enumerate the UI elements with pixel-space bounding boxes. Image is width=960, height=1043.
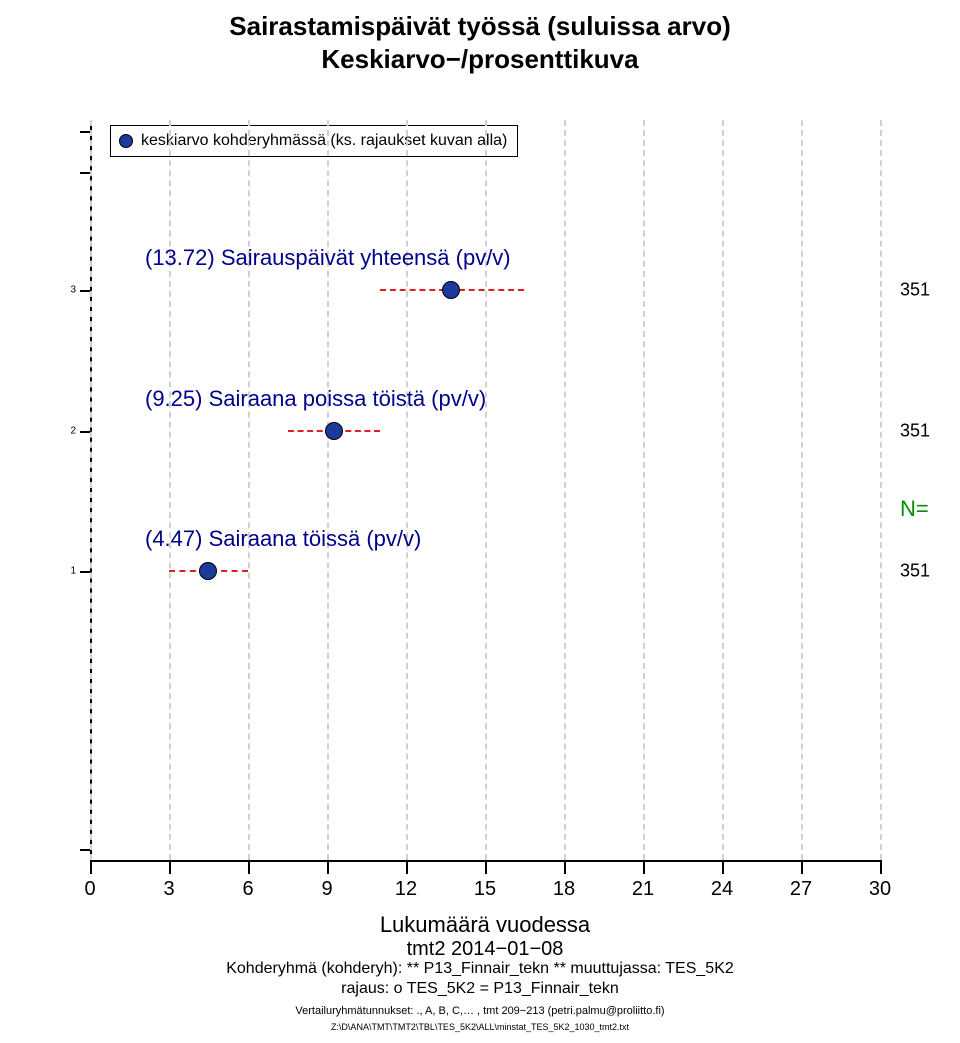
row-n-count: 351 bbox=[900, 280, 930, 301]
x-tick bbox=[801, 860, 803, 874]
x-tick bbox=[643, 860, 645, 874]
gridline bbox=[248, 120, 250, 860]
y-tick bbox=[80, 172, 90, 174]
y-tick bbox=[80, 131, 90, 133]
x-tick-label: 0 bbox=[84, 878, 95, 901]
n-equals-label: N= bbox=[900, 496, 929, 522]
gridline bbox=[880, 120, 882, 860]
x-tick-label: 9 bbox=[321, 878, 332, 901]
gridline bbox=[485, 120, 487, 860]
x-tick bbox=[880, 860, 882, 874]
footer-line-1: Kohderyhmä (kohderyh): ** P13_Finnair_te… bbox=[0, 960, 960, 978]
legend-label: keskiarvo kohderyhmässä (ks. rajaukset k… bbox=[141, 132, 507, 150]
data-point bbox=[199, 562, 217, 580]
legend-dot-icon bbox=[119, 134, 133, 148]
gridline bbox=[801, 120, 803, 860]
x-tick bbox=[169, 860, 171, 874]
series-label: (9.25) Sairaana poissa töistä (pv/v) bbox=[145, 386, 486, 412]
x-tick bbox=[90, 860, 92, 874]
plot-area: keskiarvo kohderyhmässä (ks. rajaukset k… bbox=[90, 120, 880, 860]
x-tick-label: 3 bbox=[163, 878, 174, 901]
x-tick bbox=[406, 860, 408, 874]
y-tick bbox=[80, 849, 90, 851]
legend: keskiarvo kohderyhmässä (ks. rajaukset k… bbox=[110, 125, 518, 157]
x-tick-label: 12 bbox=[395, 878, 417, 901]
y-tick-label: 3 bbox=[60, 285, 76, 296]
chart-title: Sairastamispäivät työssä (suluissa arvo)… bbox=[0, 10, 960, 75]
data-point bbox=[325, 422, 343, 440]
x-tick-label: 24 bbox=[711, 878, 733, 901]
x-tick bbox=[327, 860, 329, 874]
gridline bbox=[327, 120, 329, 860]
gridline bbox=[90, 120, 92, 860]
gridline bbox=[406, 120, 408, 860]
x-axis-sublabel: tmt2 2014−01−08 bbox=[90, 938, 880, 961]
x-tick-label: 6 bbox=[242, 878, 253, 901]
gridline bbox=[722, 120, 724, 860]
gridline bbox=[564, 120, 566, 860]
y-tick bbox=[80, 290, 90, 292]
series-label: (13.72) Sairauspäivät yhteensä (pv/v) bbox=[145, 245, 511, 271]
x-tick-label: 21 bbox=[632, 878, 654, 901]
title-line-1: Sairastamispäivät työssä (suluissa arvo) bbox=[0, 10, 960, 43]
y-tick bbox=[80, 431, 90, 433]
x-tick bbox=[248, 860, 250, 874]
x-tick-label: 18 bbox=[553, 878, 575, 901]
y-tick-label: 2 bbox=[60, 425, 76, 436]
series-label: (4.47) Sairaana töissä (pv/v) bbox=[145, 526, 421, 552]
x-tick bbox=[485, 860, 487, 874]
title-line-2: Keskiarvo−/prosenttikuva bbox=[0, 43, 960, 76]
x-tick bbox=[722, 860, 724, 874]
x-tick-label: 27 bbox=[790, 878, 812, 901]
row-n-count: 351 bbox=[900, 420, 930, 441]
row-n-count: 351 bbox=[900, 561, 930, 582]
gridline bbox=[643, 120, 645, 860]
x-axis-label: Lukumäärä vuodessa bbox=[90, 912, 880, 938]
footer-line-4: Z:\D\ANA\TMT\TMT2\TBL\TES_5K2\ALL\minsta… bbox=[0, 1022, 960, 1032]
y-tick-label: 1 bbox=[60, 566, 76, 577]
data-point bbox=[442, 281, 460, 299]
footer-line-3: Vertailuryhmätunnukset: ., A, B, C,… , t… bbox=[0, 1005, 960, 1017]
x-tick-label: 15 bbox=[474, 878, 496, 901]
footer-line-2: rajaus: o TES_5K2 = P13_Finnair_tekn bbox=[0, 980, 960, 998]
y-tick bbox=[80, 571, 90, 573]
x-tick-label: 30 bbox=[869, 878, 891, 901]
gridline bbox=[169, 120, 171, 860]
x-tick bbox=[564, 860, 566, 874]
